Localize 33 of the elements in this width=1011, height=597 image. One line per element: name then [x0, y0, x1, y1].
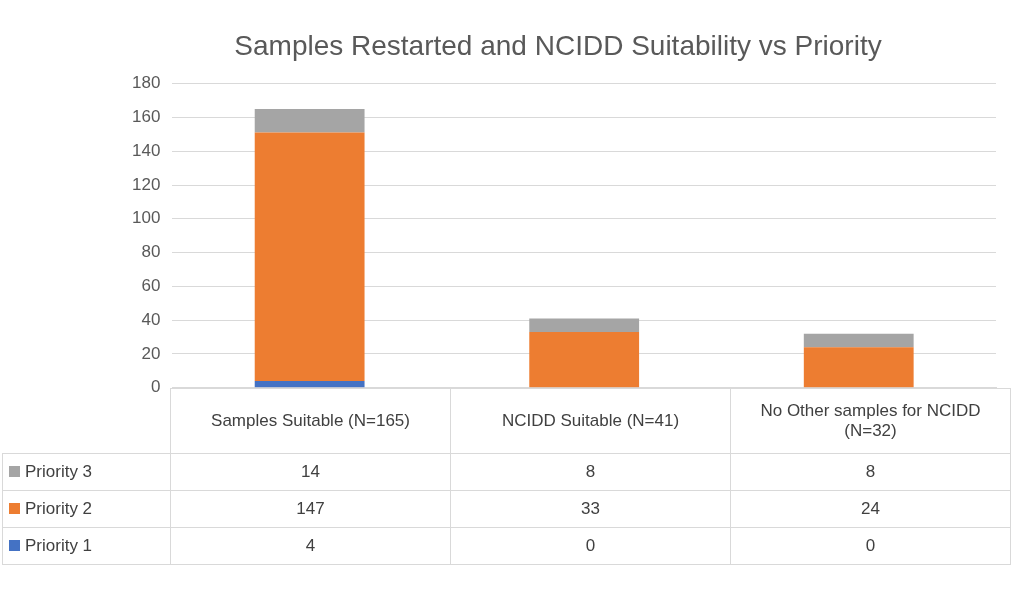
bar	[529, 318, 640, 333]
bar	[254, 108, 365, 133]
legend-label: Priority 1	[2, 527, 171, 565]
data-label: 147	[170, 490, 451, 528]
data-label: 14	[170, 453, 451, 491]
y-tick-label: 100	[131, 208, 161, 228]
y-tick-label: 40	[141, 309, 161, 329]
data-label: 24	[730, 490, 1011, 528]
bar	[254, 132, 365, 382]
legend-label: Priority 3	[2, 453, 171, 491]
y-tick-label: 20	[141, 343, 161, 363]
x-tick-label: NCIDD Suitable (N=41)	[450, 388, 731, 454]
bar	[529, 332, 640, 388]
y-tick-label: 60	[141, 276, 161, 296]
y-tick-label: 0	[150, 377, 161, 397]
data-label: 8	[730, 453, 1011, 491]
y-tick-label: 180	[131, 73, 161, 93]
data-label: 33	[450, 490, 731, 528]
data-label: 4	[170, 527, 451, 565]
data-label: 0	[730, 527, 1011, 565]
x-tick-label: Samples Suitable (N=165)	[170, 388, 451, 454]
bar	[803, 333, 914, 348]
bar	[803, 347, 914, 388]
y-tick-label: 140	[131, 140, 161, 160]
y-tick-label: 80	[141, 242, 161, 262]
data-label: 8	[450, 453, 731, 491]
legend-label: Priority 2	[2, 490, 171, 528]
y-tick-label: 160	[131, 107, 161, 127]
y-tick-label: 120	[131, 174, 161, 194]
chart-title: Samples Restarted and NCIDD Suitability vs Priority	[234, 29, 882, 61]
bar	[254, 381, 365, 388]
data-label: 0	[450, 527, 731, 565]
x-tick-label: No Other samples for NCIDD (N=32)	[730, 388, 1011, 454]
